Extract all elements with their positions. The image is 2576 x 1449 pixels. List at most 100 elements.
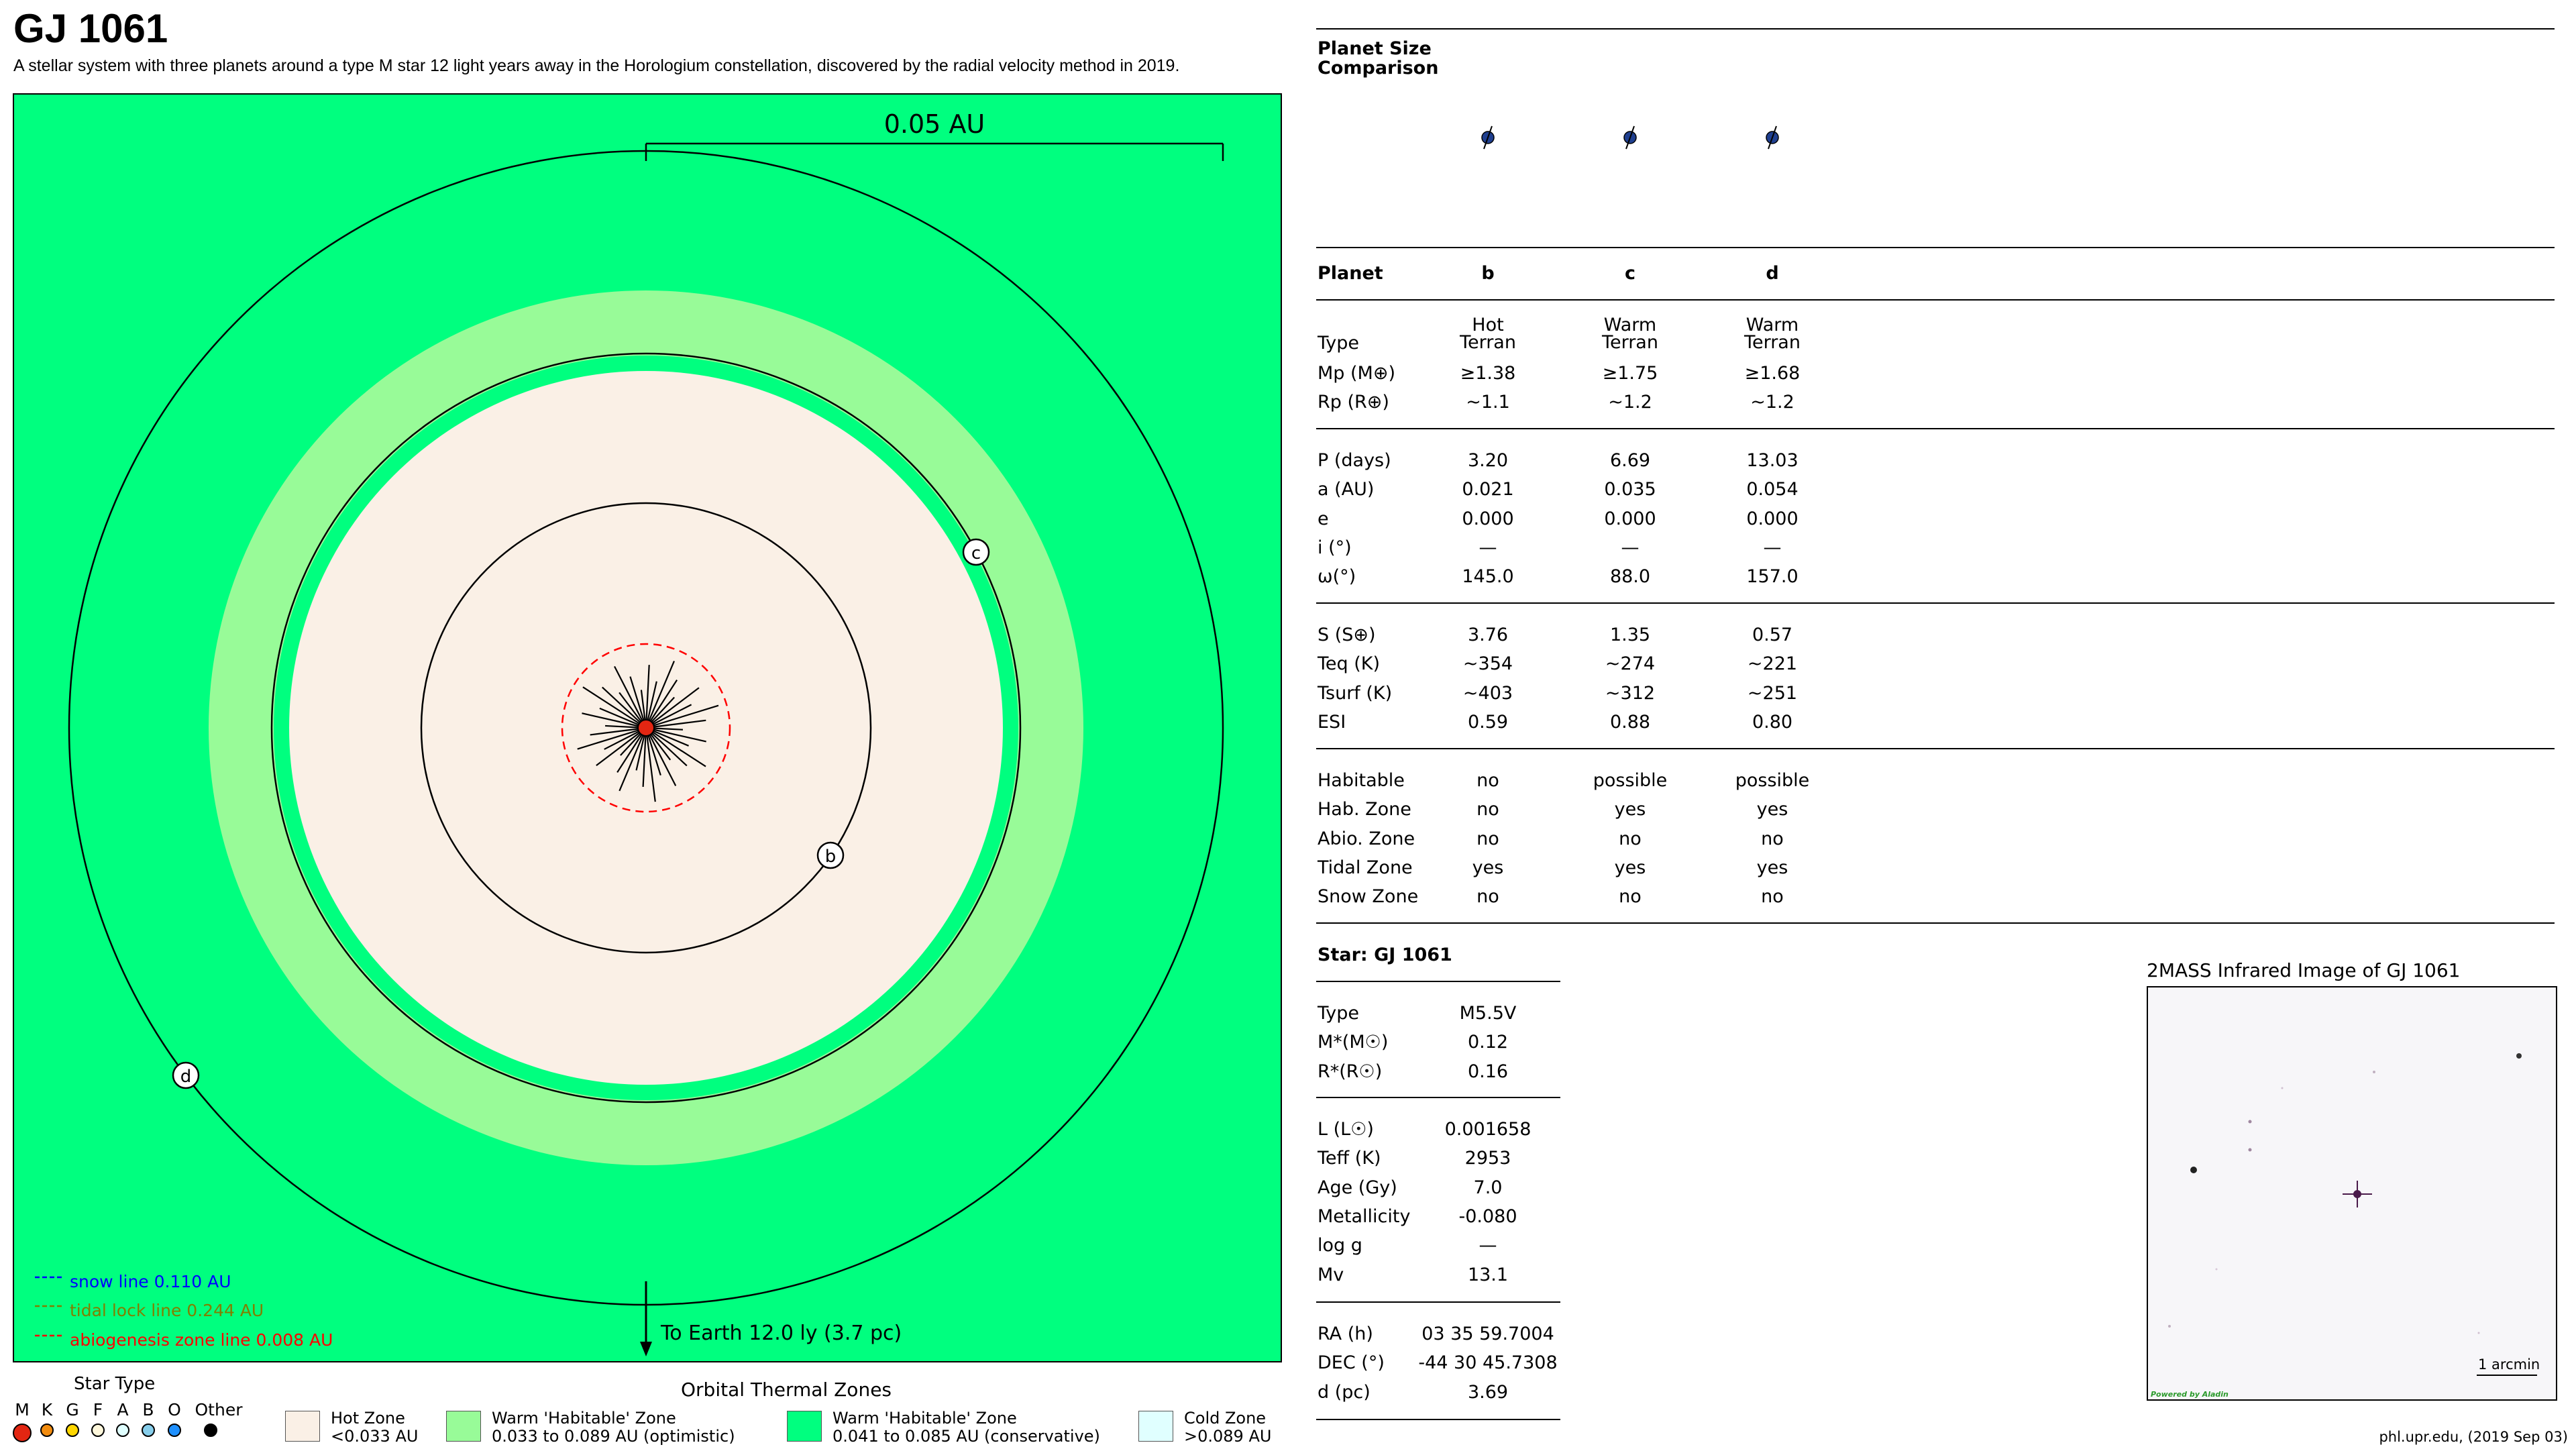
planet-table-cell: 13.03	[1746, 450, 1799, 471]
star-ray	[590, 727, 647, 736]
planet-table-cell: ~274	[1605, 653, 1656, 675]
planet-marker-c: c	[962, 538, 990, 566]
type-row-label: Type	[1318, 333, 1360, 354]
star-ray	[645, 719, 706, 729]
cold-zone-legend-text: Cold Zone >0.089 AU	[1184, 1409, 1271, 1446]
star-ray	[645, 680, 678, 729]
planet-table-cell: no	[1477, 770, 1499, 791]
star-row-value: 2953	[1464, 1148, 1511, 1169]
star-row-value: 03 35 59.7004	[1421, 1324, 1554, 1344]
planet-table-cell: ~403	[1462, 682, 1513, 704]
planet-table-cell: 0.054	[1746, 479, 1799, 500]
star-type-dot	[168, 1424, 181, 1437]
star-row-label: L (L☉)	[1318, 1119, 1374, 1140]
planet-row-label: ω(°)	[1318, 566, 1356, 588]
star-type-item: M	[10, 1401, 34, 1442]
star-row-label: Age (Gy)	[1318, 1177, 1397, 1198]
star-type-dot	[142, 1424, 155, 1437]
star-row-value: -0.080	[1458, 1205, 1517, 1227]
star-row-label: Type	[1318, 1003, 1360, 1024]
planet-table-cell: 0.57	[1752, 625, 1793, 645]
star-row-label: Mv	[1318, 1264, 1344, 1285]
star-row-value: -44 30 45.7308	[1418, 1352, 1558, 1374]
planet-table-cell: yes	[1756, 799, 1788, 820]
planet-row-label: ESI	[1318, 711, 1346, 733]
planet-table-cell: 3.76	[1467, 625, 1509, 645]
planet-type-c: Warm Terran	[1602, 316, 1658, 352]
planet-table-header-label: Planet	[1318, 263, 1383, 284]
tidal-line-label: tidal lock line 0.244 AU	[70, 1301, 264, 1320]
planet-row-label: P (days)	[1318, 450, 1391, 471]
star-type-item: Other	[195, 1401, 253, 1437]
planet-table-cell: 0.000	[1462, 508, 1514, 529]
planet-table-cell: possible	[1593, 770, 1668, 791]
zone-name: Warm 'Habitable' Zone	[833, 1409, 1017, 1428]
star-type-letter: M	[15, 1400, 30, 1419]
planet-col-d: d	[1766, 263, 1779, 284]
planet-table-cell: yes	[1472, 857, 1504, 878]
planet-row-label: Tidal Zone	[1318, 857, 1413, 878]
planet-table-cell: 0.000	[1746, 508, 1799, 529]
star-row-label: Teff (K)	[1318, 1148, 1381, 1169]
star-type-dot	[40, 1424, 54, 1437]
planet-table-cell: ~354	[1462, 653, 1513, 675]
scale-bar-label: 0.05 AU	[884, 109, 985, 139]
star-ray	[616, 727, 647, 773]
star-ray	[645, 727, 706, 743]
star-row-value: M5.5V	[1459, 1003, 1517, 1024]
planet-row-label: a (AU)	[1318, 479, 1375, 500]
star-row-label: R*(R☉)	[1318, 1061, 1383, 1082]
planet-table-cell: 1.35	[1609, 625, 1651, 645]
zone-range: >0.089 AU	[1184, 1427, 1272, 1446]
size-comparison-title-line: Planet Size	[1318, 38, 1432, 59]
star-type-dot	[204, 1424, 217, 1437]
planet-table-cell: no	[1619, 886, 1642, 908]
planet-table-cell: ~1.2	[1750, 392, 1794, 413]
planet-table-cell: ~221	[1747, 653, 1798, 675]
star-type-item: O	[162, 1401, 186, 1437]
planet-table-cell: 0.035	[1604, 479, 1656, 500]
star-type-letter: F	[93, 1400, 103, 1419]
star-row-value: 0.001658	[1444, 1119, 1532, 1140]
planet-table-cell: yes	[1756, 857, 1788, 878]
star-type-letter: K	[41, 1400, 53, 1419]
planet-table-cell: 0.88	[1609, 711, 1651, 733]
page-title: GJ 1061	[13, 6, 168, 51]
divider	[1316, 1301, 1560, 1303]
planet-table-cell: —	[1621, 537, 1640, 558]
planet-row-label: Abio. Zone	[1318, 828, 1415, 849]
zone-range: 0.033 to 0.089 AU (optimistic)	[492, 1427, 735, 1446]
star-ray	[619, 727, 647, 792]
star-ray	[645, 727, 706, 767]
star-type-letter: B	[142, 1400, 154, 1419]
star-row-label: log g	[1318, 1235, 1362, 1256]
planet-size-icon-d	[1766, 125, 1779, 150]
star-type-item: K	[35, 1401, 59, 1437]
planet-table-cell: yes	[1614, 799, 1646, 820]
star-table-title: Star: GJ 1061	[1318, 945, 1452, 965]
star-type-item: F	[86, 1401, 110, 1437]
star-rays	[577, 661, 719, 802]
divider	[1316, 602, 2555, 604]
earth-arrowhead	[640, 1342, 652, 1356]
star-ray	[645, 727, 656, 802]
infrared-title: 2MASS Infrared Image of GJ 1061	[2147, 959, 2461, 981]
orbit-b	[420, 502, 872, 954]
planet-table-cell: —	[1479, 537, 1497, 558]
star-ray	[645, 665, 650, 729]
star-type-item: G	[60, 1401, 85, 1437]
planet-table-cell: no	[1761, 886, 1784, 908]
planet-marker-label: c	[971, 543, 981, 564]
abio-line-label: abiogenesis zone line 0.008 AU	[70, 1330, 333, 1350]
planet-row-label: Rp (R⊕)	[1318, 392, 1389, 413]
planet-table-cell: no	[1761, 828, 1784, 849]
star-ray	[577, 727, 647, 750]
infrared-starfield	[2168, 1053, 2537, 1376]
zone-range: 0.041 to 0.085 AU (conservative)	[833, 1427, 1100, 1446]
earth-distance-label: To Earth 12.0 ly (3.7 pc)	[660, 1322, 902, 1345]
planet-table-cell: —	[1763, 537, 1782, 558]
zone-name: Warm 'Habitable' Zone	[492, 1409, 676, 1428]
planet-table-cell: 88.0	[1609, 566, 1651, 588]
planet-table-cell: 6.69	[1609, 450, 1651, 471]
star-row-label: d (pc)	[1318, 1381, 1371, 1403]
